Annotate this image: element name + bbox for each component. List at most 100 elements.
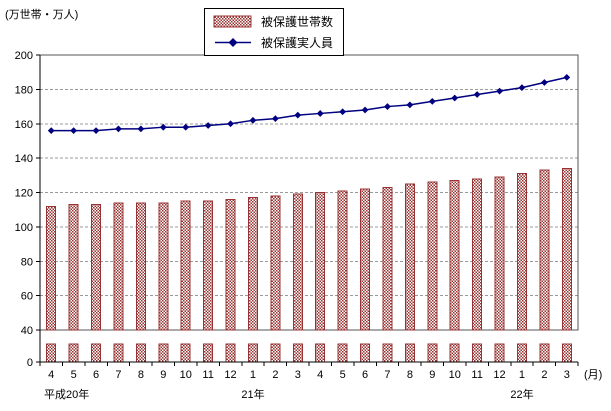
y-tick-label: 180 — [15, 84, 33, 96]
legend-label-persons: 被保護実人員 — [261, 36, 334, 50]
y-tick-label: 100 — [15, 222, 33, 234]
line-swatch-icon — [215, 38, 251, 47]
bar-stub — [494, 343, 505, 363]
bar-stub — [292, 343, 303, 363]
month-unit-label: (月) — [584, 369, 602, 381]
bar — [315, 192, 326, 331]
diamond-marker — [563, 73, 571, 81]
month-label: 11 — [471, 369, 482, 381]
diamond-marker — [451, 94, 459, 102]
bar — [247, 197, 258, 331]
bar — [270, 195, 281, 331]
y-tick-label: 80 — [21, 256, 33, 268]
diamond-marker — [496, 87, 503, 95]
y-tick-label: 0 — [27, 357, 33, 369]
bar — [472, 178, 483, 331]
month-label: 7 — [384, 369, 390, 381]
bar-stub — [225, 343, 236, 363]
diamond-marker — [384, 103, 391, 110]
diamond-marker — [294, 111, 302, 119]
bar-stub — [68, 343, 79, 363]
month-label: 5 — [71, 369, 77, 381]
y-tick-label: 120 — [15, 188, 33, 200]
month-label: 10 — [180, 369, 192, 381]
month-label: 9 — [429, 369, 435, 381]
y-tick-label: 40 — [21, 325, 33, 337]
bar — [225, 198, 236, 331]
month-label: 4 — [48, 369, 54, 381]
month-label: 12 — [224, 369, 236, 381]
bar-stub — [337, 343, 348, 363]
bar — [68, 204, 79, 331]
month-label: 9 — [160, 369, 166, 381]
bar — [360, 188, 371, 331]
bar — [382, 186, 393, 331]
bar-stub — [449, 343, 460, 363]
bar — [427, 181, 438, 331]
bar — [135, 202, 146, 331]
bar-stub — [46, 343, 57, 363]
bar-stub — [561, 343, 572, 363]
era-label: 平成20年 — [44, 387, 89, 401]
bar — [337, 190, 348, 331]
month-label: 6 — [362, 369, 368, 381]
bar-stub — [360, 343, 371, 363]
bar-stub — [315, 343, 326, 363]
month-label: 6 — [93, 369, 99, 381]
bar-stub — [539, 343, 550, 363]
month-label: 10 — [449, 369, 461, 381]
bar — [91, 204, 102, 331]
month-label: 12 — [493, 369, 505, 381]
month-label: 3 — [295, 369, 301, 381]
diamond-marker — [271, 115, 279, 122]
diamond-marker — [249, 116, 257, 124]
bar — [494, 176, 505, 331]
bar-stub — [516, 343, 527, 363]
diamond-marker — [428, 98, 436, 105]
bar-stub — [180, 343, 191, 363]
era-label: 22年 — [510, 387, 533, 401]
y-axis-unit-label: (万世帯・万人) — [5, 9, 79, 21]
bar-stub — [135, 343, 146, 363]
diamond-marker — [92, 127, 100, 135]
month-label: 2 — [541, 369, 547, 381]
month-label: 5 — [340, 369, 346, 381]
bar — [113, 202, 124, 331]
bar-stub — [203, 343, 214, 363]
y-tick-label: 140 — [15, 153, 33, 165]
bar — [292, 193, 303, 331]
month-label: 2 — [272, 369, 278, 381]
month-label: 8 — [138, 369, 144, 381]
month-label: 8 — [407, 369, 413, 381]
y-tick-label: 60 — [21, 291, 33, 303]
line-series — [51, 76, 567, 132]
bar — [539, 169, 550, 331]
y-tick-label: 200 — [15, 50, 33, 62]
bar — [158, 202, 169, 331]
legend: 被保護世帯数 被保護実人員 — [204, 8, 345, 56]
diamond-marker — [406, 101, 414, 109]
legend-label-households: 被保護世帯数 — [261, 15, 334, 29]
bar-stub — [247, 343, 258, 363]
bar — [203, 200, 214, 331]
legend-item-persons: 被保護実人員 — [213, 33, 333, 52]
bar — [404, 183, 415, 331]
bar — [180, 200, 191, 331]
diamond-marker — [339, 108, 347, 116]
era-label: 21年 — [241, 387, 264, 401]
bar — [561, 167, 572, 331]
diamond-marker — [182, 123, 190, 131]
bar — [46, 205, 57, 331]
diamond-marker — [518, 84, 526, 92]
month-label: 1 — [519, 369, 525, 381]
diamond-marker — [540, 79, 548, 86]
bar-stub — [270, 343, 281, 363]
bar-stub — [113, 343, 124, 363]
month-label: 4 — [317, 369, 323, 381]
month-label: 1 — [250, 369, 256, 381]
diamond-marker — [316, 110, 324, 117]
month-label: 3 — [564, 369, 570, 381]
y-tick-label: 160 — [15, 119, 33, 131]
